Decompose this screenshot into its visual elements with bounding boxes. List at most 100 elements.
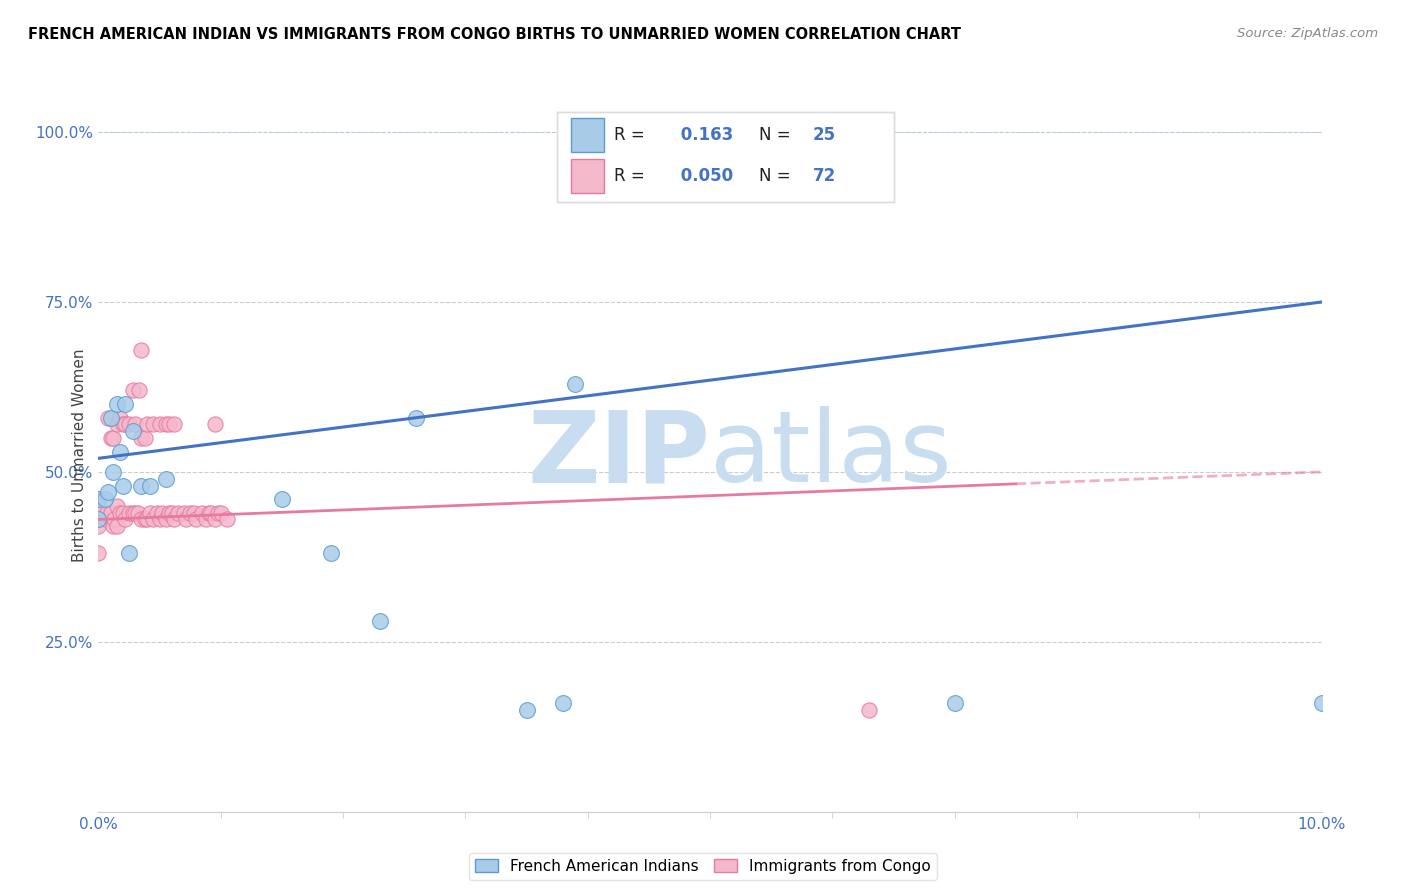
Point xyxy=(93,492,115,507)
Point xyxy=(100,506,122,520)
Point xyxy=(204,417,226,432)
Point xyxy=(136,417,159,432)
Point xyxy=(134,431,156,445)
Point xyxy=(761,145,783,160)
Point xyxy=(121,506,143,520)
Point xyxy=(111,506,134,520)
Point xyxy=(943,696,966,710)
Point xyxy=(149,512,172,526)
Point xyxy=(186,512,208,526)
Point xyxy=(118,546,141,560)
Point xyxy=(105,417,128,432)
Point xyxy=(149,417,172,432)
Y-axis label: Births to Unmarried Women: Births to Unmarried Women xyxy=(72,348,87,562)
Point xyxy=(87,492,110,507)
Point xyxy=(100,431,122,445)
Point xyxy=(114,512,136,526)
Point xyxy=(103,512,125,526)
Point xyxy=(110,444,132,458)
Point xyxy=(195,512,218,526)
Point xyxy=(87,506,110,520)
Point xyxy=(105,499,128,513)
Point xyxy=(191,506,214,520)
Point xyxy=(87,506,110,520)
Point xyxy=(155,472,177,486)
Point xyxy=(163,512,186,526)
Point xyxy=(160,506,183,520)
Point xyxy=(124,417,146,432)
Point xyxy=(129,512,152,526)
Point xyxy=(179,506,201,520)
Point xyxy=(129,478,152,492)
Point xyxy=(146,506,169,520)
Point xyxy=(270,492,294,507)
Point xyxy=(114,417,136,432)
Point xyxy=(100,410,122,425)
Point xyxy=(319,546,342,560)
Point xyxy=(110,506,132,520)
Point xyxy=(142,417,165,432)
Point xyxy=(110,410,132,425)
Point xyxy=(128,384,150,398)
Point xyxy=(129,343,152,357)
Point xyxy=(204,512,226,526)
Point xyxy=(200,506,222,520)
Point xyxy=(118,506,141,520)
Point xyxy=(105,397,128,411)
Point xyxy=(93,512,115,526)
Point xyxy=(207,506,229,520)
Point xyxy=(114,397,136,411)
Point xyxy=(1310,696,1333,710)
Point xyxy=(96,506,118,520)
Point xyxy=(101,519,124,533)
Point xyxy=(127,506,149,520)
Point xyxy=(167,506,190,520)
Point xyxy=(157,506,180,520)
Point xyxy=(87,506,110,520)
Point xyxy=(139,506,162,520)
Point xyxy=(134,512,156,526)
Point xyxy=(176,512,198,526)
Point xyxy=(111,478,134,492)
Text: FRENCH AMERICAN INDIAN VS IMMIGRANTS FROM CONGO BIRTHS TO UNMARRIED WOMEN CORREL: FRENCH AMERICAN INDIAN VS IMMIGRANTS FRO… xyxy=(28,27,962,42)
Text: Source: ZipAtlas.com: Source: ZipAtlas.com xyxy=(1237,27,1378,40)
Point xyxy=(87,519,110,533)
Text: atlas: atlas xyxy=(710,407,952,503)
Point xyxy=(858,703,880,717)
Point xyxy=(87,512,110,526)
Text: ZIP: ZIP xyxy=(527,407,710,503)
Point xyxy=(139,478,162,492)
Point xyxy=(101,431,124,445)
Point xyxy=(129,431,152,445)
Legend: French American Indians, Immigrants from Congo: French American Indians, Immigrants from… xyxy=(470,853,936,880)
Point xyxy=(553,696,575,710)
Point xyxy=(121,384,143,398)
Point xyxy=(87,492,110,507)
Point xyxy=(87,546,110,560)
Point xyxy=(183,506,205,520)
Point xyxy=(564,376,586,391)
Point xyxy=(150,506,173,520)
Point xyxy=(136,512,159,526)
Point xyxy=(368,615,391,629)
Point xyxy=(155,512,177,526)
Point xyxy=(87,499,110,513)
Point xyxy=(155,417,177,432)
Point xyxy=(118,417,141,432)
Point xyxy=(111,417,134,432)
Point xyxy=(97,485,120,500)
Point xyxy=(405,410,427,425)
Point xyxy=(87,512,110,526)
Point xyxy=(209,506,232,520)
Point xyxy=(157,417,180,432)
Point xyxy=(101,465,124,479)
Point xyxy=(173,506,195,520)
Point xyxy=(87,512,110,526)
Point xyxy=(215,512,238,526)
Point xyxy=(197,506,219,520)
Point xyxy=(163,417,186,432)
Point xyxy=(121,424,143,438)
Point xyxy=(142,512,165,526)
Point xyxy=(124,506,146,520)
Point xyxy=(105,519,128,533)
